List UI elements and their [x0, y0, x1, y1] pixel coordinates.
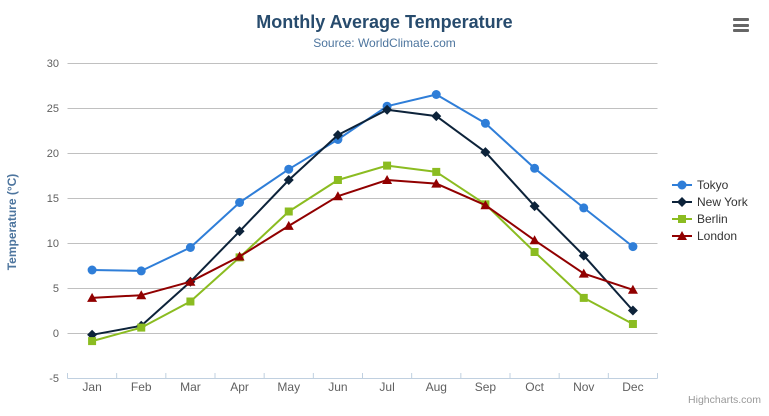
data-point-new-york [234, 226, 245, 237]
legend-item-berlin[interactable]: Berlin [672, 210, 748, 227]
hamburger-menu-icon[interactable] [733, 18, 749, 32]
chart-title: Monthly Average Temperature [256, 12, 513, 32]
data-point-berlin [88, 337, 97, 346]
legend-label: London [697, 228, 738, 243]
y-axis-tick-label: 15 [47, 193, 59, 205]
legend-item-london[interactable]: London [672, 227, 748, 244]
data-point-berlin [186, 297, 195, 306]
triangle-legend-marker-icon [672, 230, 692, 240]
series-line-london [91, 179, 634, 299]
data-point-new-york [332, 130, 343, 140]
x-axis-tick-label: Nov [573, 380, 594, 394]
data-point-london [627, 284, 638, 294]
data-point-berlin [579, 293, 588, 302]
data-point-london [234, 251, 245, 261]
data-point-new-york [529, 201, 540, 212]
data-point-berlin [432, 167, 441, 176]
data-point-berlin [628, 320, 637, 328]
data-point-london [87, 292, 98, 302]
series-line-new-york [91, 108, 634, 336]
data-point-london [578, 268, 589, 278]
x-axis-tick-label: Mar [180, 380, 201, 394]
legend-label: New York [697, 194, 748, 209]
hamburger-bar [733, 18, 749, 21]
x-axis-tick-label: Dec [622, 380, 643, 394]
data-point-london [529, 235, 540, 245]
data-point-berlin [383, 161, 392, 170]
series-line-tokyo [91, 93, 634, 272]
data-point-tokyo [530, 163, 540, 173]
circle-icon [677, 180, 687, 189]
legend-label: Tokyo [697, 177, 729, 192]
x-axis-tick-label: Jan [82, 380, 101, 394]
data-point-london [332, 191, 343, 201]
data-point-berlin [284, 207, 293, 216]
credits-link[interactable]: Highcharts.com [688, 394, 761, 406]
data-point-tokyo [87, 265, 97, 275]
y-axis-tick-label: 0 [53, 328, 59, 340]
data-point-london [185, 276, 196, 286]
hamburger-bar [733, 29, 749, 32]
data-point-berlin [530, 248, 539, 256]
square-icon [678, 214, 686, 223]
legend-item-new-york[interactable]: New York [672, 193, 748, 210]
triangle-icon [677, 230, 687, 240]
x-axis-tick-label: Apr [230, 380, 249, 394]
hamburger-bar [733, 23, 749, 27]
data-point-london [480, 200, 491, 210]
x-axis-tick-label: Oct [525, 380, 544, 394]
x-axis-tick-label: Jul [379, 380, 394, 394]
circle-legend-marker-icon [672, 180, 692, 189]
data-point-new-york [382, 104, 393, 115]
chart-subtitle: Source: WorldClimate.com [313, 36, 456, 50]
legend: Tokyo New York Berlin London [672, 176, 748, 244]
data-point-tokyo [284, 164, 294, 174]
data-point-tokyo [185, 243, 195, 252]
data-point-tokyo [136, 266, 146, 276]
y-axis-tick-label: 30 [47, 58, 59, 70]
data-point-tokyo [431, 90, 441, 99]
data-point-new-york [627, 305, 638, 316]
x-axis-tick-label: Aug [426, 380, 447, 394]
y-axis-tick-label: 20 [47, 148, 59, 160]
data-point-new-york [578, 250, 589, 261]
data-point-new-york [283, 175, 294, 185]
data-point-berlin [137, 323, 146, 332]
data-point-tokyo [579, 203, 589, 213]
data-point-tokyo [480, 118, 490, 128]
series-line-berlin [91, 164, 634, 343]
data-point-new-york [431, 111, 442, 122]
data-point-tokyo [628, 242, 638, 252]
data-point-new-york [480, 147, 491, 158]
legend-label: Berlin [697, 211, 728, 226]
legend-item-tokyo[interactable]: Tokyo [672, 176, 748, 193]
y-axis-tick-label: -5 [49, 373, 59, 385]
y-axis-tick-label: 25 [47, 103, 59, 115]
diamond-icon [677, 196, 687, 207]
data-point-london [136, 290, 147, 300]
y-axis-title: Temperature (°C) [5, 174, 19, 271]
x-axis-tick-label: May [277, 380, 300, 394]
data-point-london [382, 175, 393, 184]
data-point-berlin [333, 176, 342, 184]
diamond-legend-marker-icon [672, 196, 692, 207]
x-axis-tick-label: Jun [328, 380, 347, 394]
y-axis-tick-label: 5 [53, 283, 59, 295]
x-axis-tick-label: Feb [131, 380, 152, 394]
x-axis-tick-label: Sep [475, 380, 497, 394]
data-point-london [431, 178, 442, 188]
y-axis-tick-label: 10 [47, 238, 59, 250]
data-point-london [283, 220, 294, 230]
data-point-tokyo [235, 198, 245, 207]
square-legend-marker-icon [672, 214, 692, 223]
